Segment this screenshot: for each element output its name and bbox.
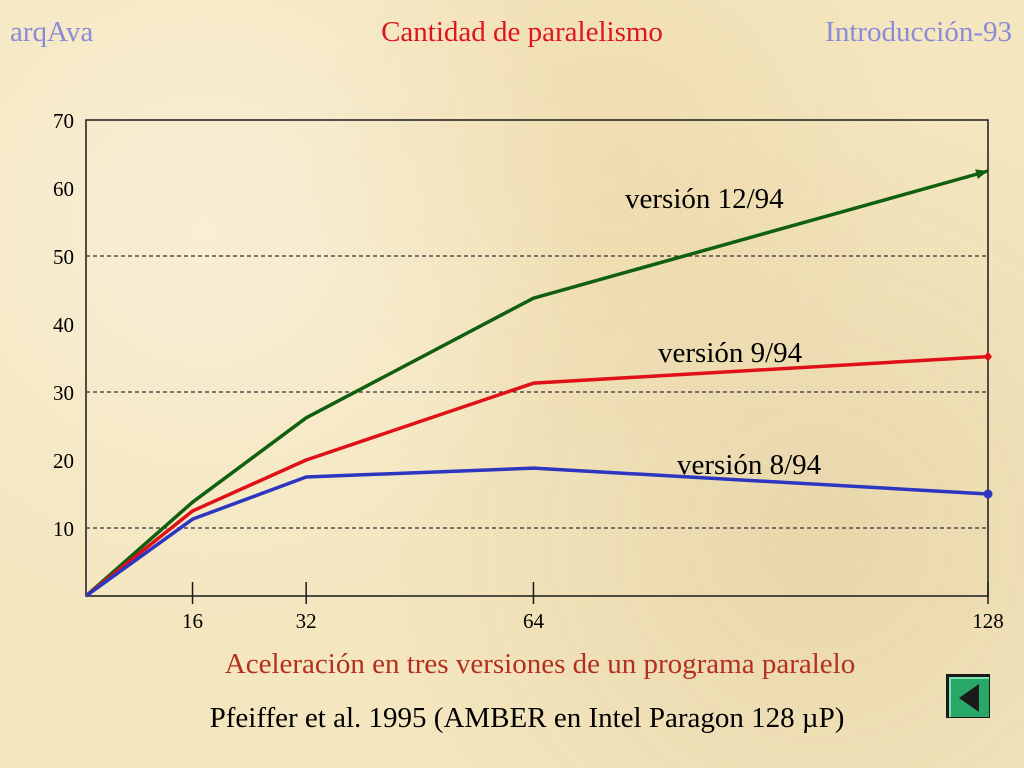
y-tick-label-20: 20 [53,449,74,473]
series-end-marker-versi-n-12-94 [975,169,988,180]
series-label-versi-n-12-94: versión 12/94 [625,183,784,215]
x-tick-label-64: 64 [523,609,545,633]
series-line-versi-n-12-94 [84,169,989,598]
series-label-versi-n-8-94: versión 8/94 [677,449,822,481]
y-tick-label-60: 60 [53,177,74,201]
series-line-versi-n-8-94 [84,466,989,598]
y-tick-label-50: 50 [53,245,74,269]
chart-caption: Aceleración en tres versiones de un prog… [224,648,856,680]
series-end-marker-versi-n-8-94 [983,489,993,499]
y-tick-label-10: 10 [53,517,74,541]
x-tick-label-32: 32 [296,609,317,633]
y-tick-label-30: 30 [53,381,74,405]
slide-title: Cantidad de paralelismo [381,16,663,48]
back-button-face [949,677,989,717]
header-section-label: Introducción-93 [825,16,1012,48]
chart-source: Pfeiffer et al. 1995 (AMBER en Intel Par… [209,702,845,734]
series-label-versi-n-9-94: versión 9/94 [658,337,803,369]
x-tick-label-16: 16 [182,609,203,633]
back-button[interactable] [946,674,990,718]
x-tick-label-128: 128 [972,609,1004,633]
y-tick-label-40: 40 [53,313,74,337]
series-line-versi-n-9-94 [84,354,989,598]
speedup-chart: 10 20 30 40 50 60 70 16 32 64 128 versión 12/94 vers… [53,109,1004,633]
plot-frame [85,119,989,597]
y-tick-label-70: 70 [53,109,74,133]
triangle-left-icon [959,684,979,712]
series-end-marker-versi-n-9-94 [984,351,992,362]
header-course-title: arqAva [10,16,94,48]
